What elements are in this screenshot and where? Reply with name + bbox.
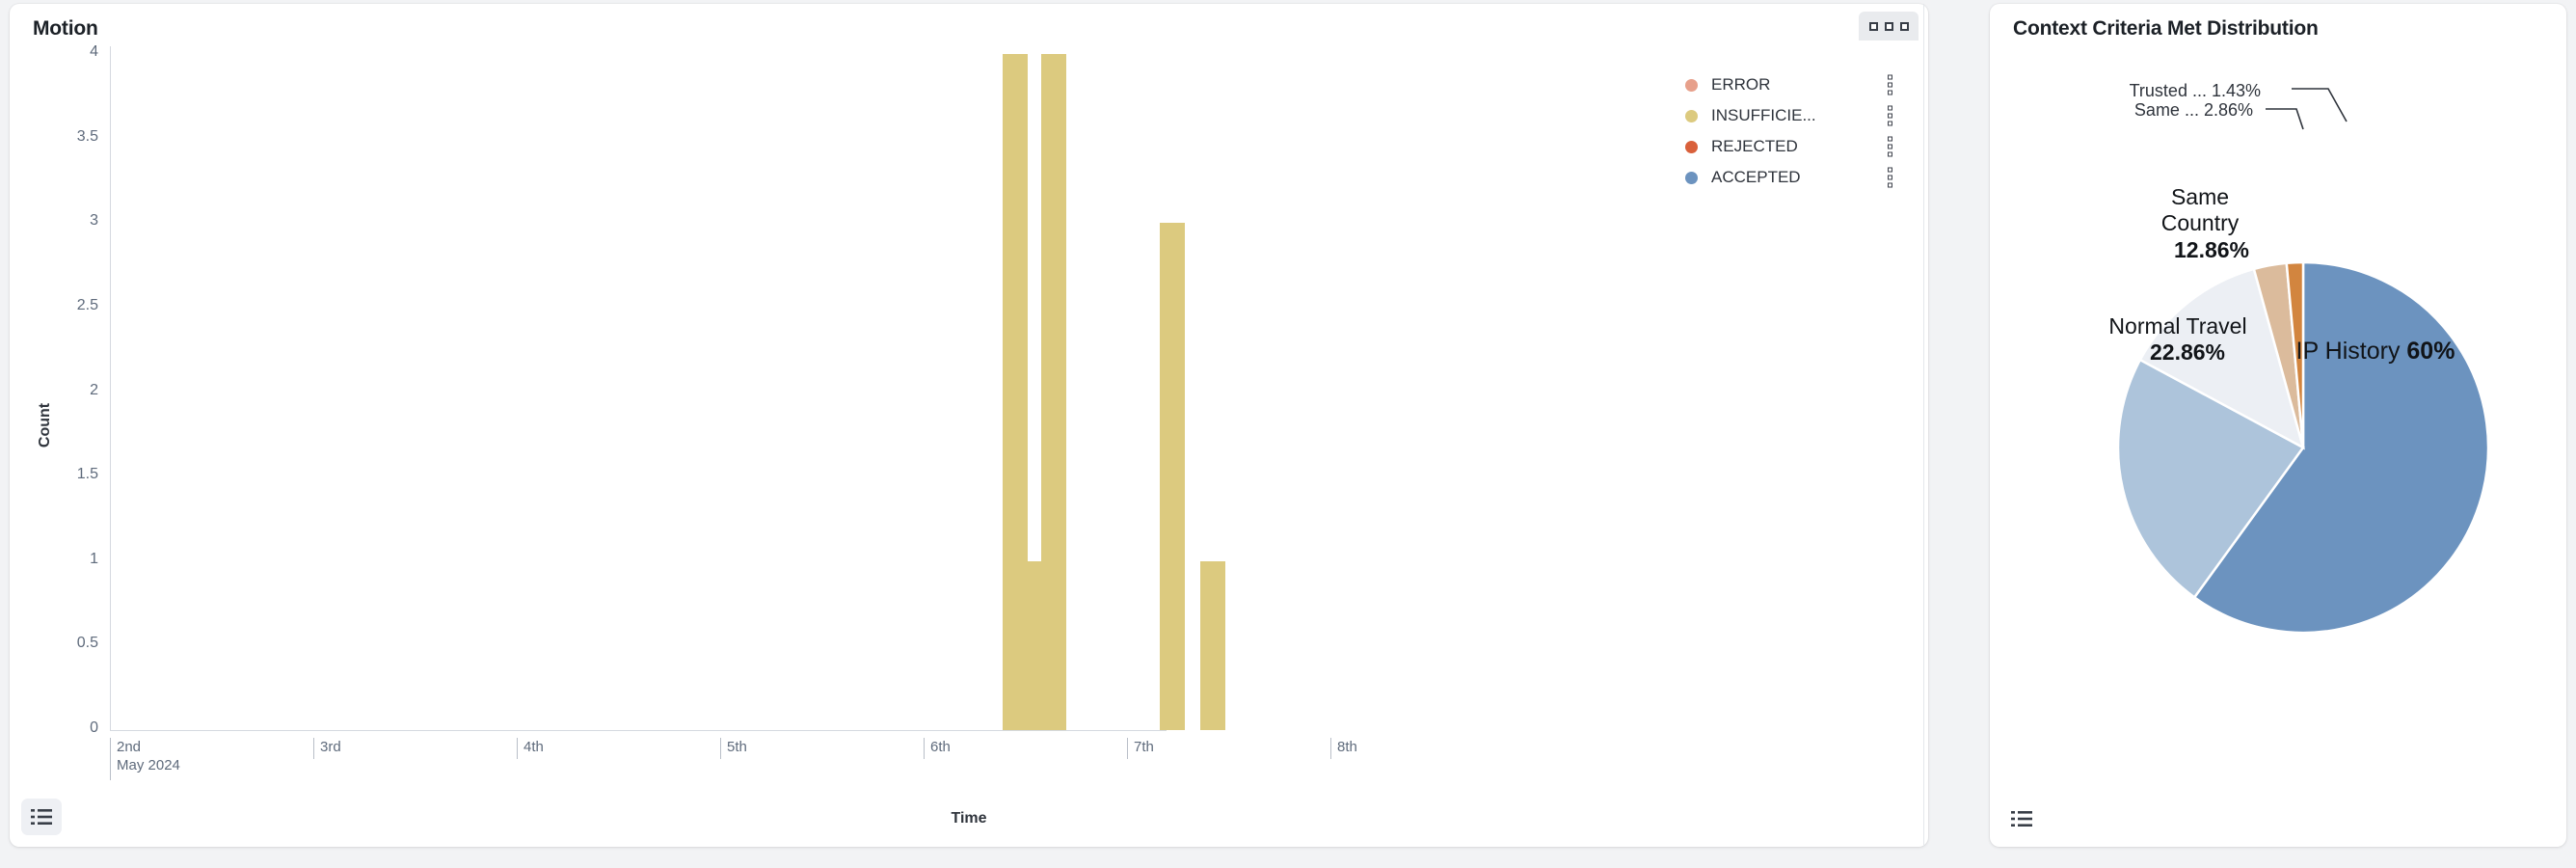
y-axis-line: [110, 46, 111, 730]
drag-handle-square: [1888, 74, 1892, 80]
pie-legend-toggle-button[interactable]: [2001, 800, 2042, 837]
pie-panel-title: Context Criteria Met Distribution: [2013, 17, 2319, 40]
y-axis-tick: 0: [90, 719, 98, 736]
drag-handle-square: [1888, 90, 1892, 95]
pie-slice[interactable]: [2116, 358, 2305, 600]
list-icon: [2011, 811, 2032, 827]
pie-label-leader-line: [2266, 108, 2304, 130]
y-axis-tick: 1.5: [76, 466, 98, 483]
chart-legend: ERROR INSUFFICIE... REJECTED ACCEPTED: [1685, 69, 1892, 193]
legend-item-label: ACCEPTED: [1711, 168, 1801, 186]
legend-item-rejected[interactable]: REJECTED: [1685, 131, 1892, 162]
page-title: Motion: [33, 17, 98, 40]
y-axis-tick: 0.5: [76, 635, 98, 652]
legend-drag-handle-icon[interactable]: [1888, 167, 1892, 188]
pie-slice[interactable]: [2285, 260, 2305, 448]
drag-handle-square: [1888, 113, 1892, 119]
pie-label-ip-history: IP History 60%: [2296, 338, 2455, 365]
y-axis-tick: 4: [90, 43, 98, 60]
legend-drag-handle-icon[interactable]: [1888, 74, 1892, 95]
drag-handle-square: [1888, 82, 1892, 88]
pie-slice[interactable]: [2192, 260, 2490, 635]
pie-chart-svg: IP History 60% Normal Travel 22.86% Same Cou…: [2108, 81, 2490, 635]
drag-handle-square: [1888, 151, 1892, 157]
drag-handle-square: [1888, 144, 1892, 149]
motion-panel: Motion 0 0.5 1 1.5 2 2.5 3 3.5 4 2nd May 2024 3rd 4t…: [10, 4, 1928, 847]
legend-color-dot: [1685, 109, 1698, 122]
legend-color-dot: [1685, 78, 1698, 92]
y-axis-tick: 2.5: [76, 296, 98, 313]
legend-item-accepted[interactable]: ACCEPTED: [1685, 162, 1892, 193]
bar[interactable]: [1003, 54, 1029, 730]
x-axis-tick: 6th: [924, 738, 951, 759]
drag-handle-square: [1888, 182, 1892, 188]
pie-panel: Context Criteria Met Distribution IP His…: [1990, 4, 2566, 847]
x-axis-tick: 3rd: [313, 738, 341, 759]
legend-item-error[interactable]: ERROR: [1685, 69, 1892, 100]
y-axis-title: Count: [37, 402, 54, 448]
drag-handle-square: [1888, 136, 1892, 142]
x-axis-tick: 2nd May 2024: [110, 738, 180, 780]
legend-color-dot: [1685, 140, 1698, 153]
legend-item-label: ERROR: [1711, 75, 1771, 94]
legend-drag-handle-icon[interactable]: [1888, 105, 1892, 126]
drag-handle-square: [1884, 21, 1893, 31]
legend-item-insufficie[interactable]: INSUFFICIE...: [1685, 100, 1892, 131]
x-axis-tick: 7th: [1127, 738, 1154, 759]
drag-handle-square: [1899, 21, 1909, 31]
y-axis-tick: 1: [90, 550, 98, 567]
legend-color-dot: [1685, 171, 1698, 184]
bar[interactable]: [1160, 223, 1186, 730]
x-axis-line: [110, 730, 1167, 731]
y-axis-tick: 3.5: [76, 127, 98, 145]
y-axis-tick: 2: [90, 381, 98, 398]
bar[interactable]: [1199, 560, 1225, 730]
panel-divider: [1923, 4, 1924, 847]
y-axis-tick: 3: [90, 212, 98, 230]
x-axis-tick: 4th: [517, 738, 544, 759]
drag-handle-square: [1888, 105, 1892, 111]
bar[interactable]: [1040, 54, 1066, 730]
legend-item-label: REJECTED: [1711, 137, 1798, 155]
x-axis-tick: 5th: [720, 738, 747, 759]
pie-label-same-country: Same Country 12.86%: [2161, 184, 2249, 262]
drag-handle-square: [1888, 175, 1892, 180]
pie-label-normal-travel: Normal Travel 22.86%: [2108, 313, 2246, 365]
drag-handle-square: [1868, 21, 1878, 31]
pie-chart: IP History 60% Normal Travel 22.86% Same Cou…: [1990, 4, 2566, 847]
legend-item-label: INSUFFICIE...: [1711, 106, 1816, 124]
drag-handle-square: [1888, 167, 1892, 173]
x-axis-tick: 8th: [1330, 738, 1357, 759]
pie-outer-label: Same ... 2.86%: [2134, 100, 2253, 120]
drag-handle-square: [1888, 121, 1892, 126]
pie-slice[interactable]: [2138, 267, 2305, 450]
legend-toggle-button[interactable]: [21, 799, 62, 835]
legend-drag-handle-icon[interactable]: [1888, 136, 1892, 157]
bar-chart-plot: 0 0.5 1 1.5 2 2.5 3 3.5 4 2nd May 2024 3rd 4th 5th 6th…: [10, 4, 1928, 847]
pie-outer-label: Trusted ... 1.43%: [2130, 81, 2261, 100]
pie-label-leader-line: [2292, 88, 2348, 122]
bar[interactable]: [1021, 560, 1047, 730]
drag-handle-icon[interactable]: [1859, 12, 1919, 41]
x-axis-title: Time: [951, 810, 987, 827]
list-icon: [31, 809, 52, 825]
